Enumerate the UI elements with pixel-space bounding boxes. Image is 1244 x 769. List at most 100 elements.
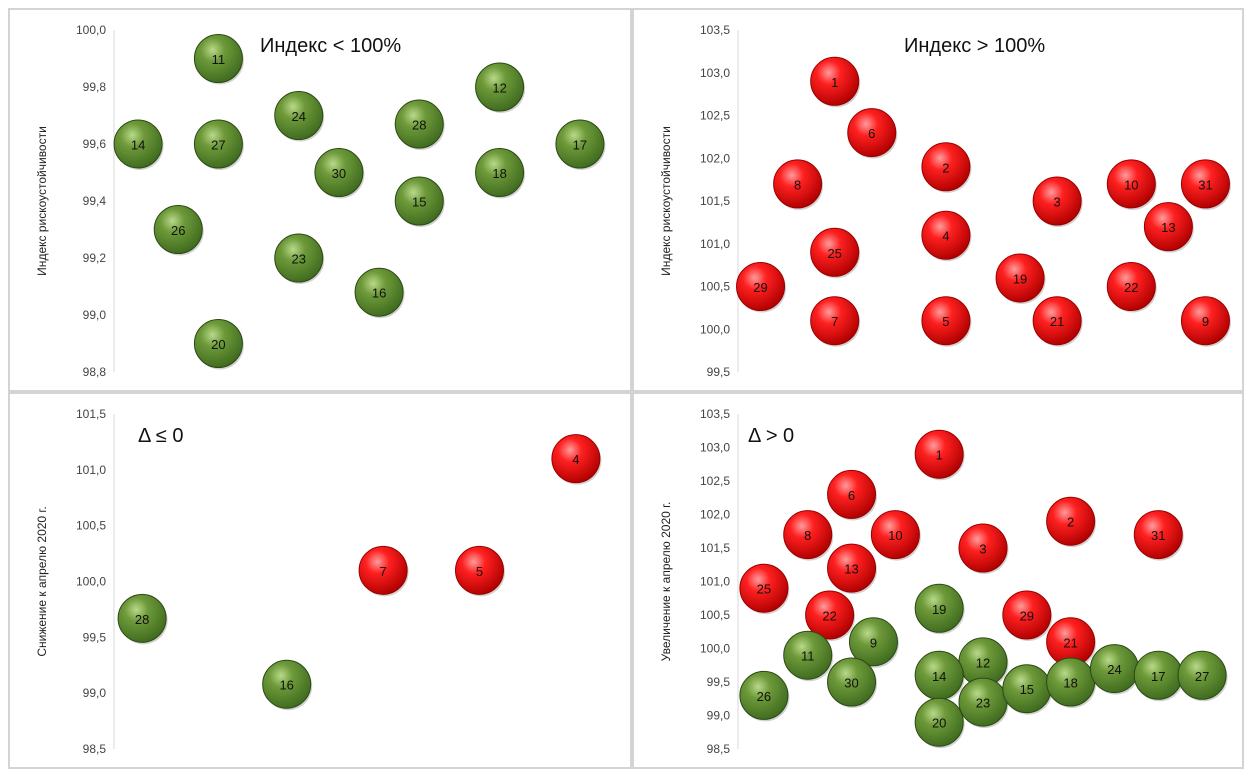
bubble-label: 21	[1063, 635, 1077, 650]
bubble-point-18: 18	[1046, 657, 1097, 708]
bubble-point-17: 17	[555, 119, 606, 170]
bubble-marker	[274, 91, 324, 140]
y-tick-label: 99,4	[83, 194, 107, 208]
bubble-marker	[870, 510, 920, 560]
bubble-point-6: 6	[847, 108, 898, 159]
bubble-marker	[827, 657, 877, 707]
bubble-label: 27	[1195, 669, 1209, 684]
bubble-point-1: 1	[914, 429, 965, 481]
bubble-marker	[810, 296, 860, 346]
y-tick-label: 101,0	[700, 237, 730, 251]
bubble-label: 26	[171, 223, 185, 238]
chart-panel-index-above-100: 103,5 103,0 102,5 102,0 101,5 101,0 100,5 100,0…	[632, 8, 1244, 392]
y-axis-title: Индекс рискоустойчивости	[659, 126, 673, 276]
y-tick-label: 103,5	[700, 407, 730, 421]
y-tick-label: 102,5	[700, 109, 730, 123]
bubble-label: 18	[1063, 676, 1077, 691]
bubble-point-15: 15	[1002, 664, 1053, 715]
bubble-marker	[314, 148, 364, 197]
bubble-marker	[1177, 650, 1227, 700]
bubble-point-7: 7	[358, 545, 409, 597]
bubble-label: 7	[831, 314, 838, 329]
bubble-label: 6	[848, 488, 855, 503]
y-tick-label: 102,0	[700, 508, 730, 522]
bubble-point-3: 3	[1032, 176, 1083, 227]
bubble-point-13: 13	[1143, 202, 1194, 253]
bubble-point-9: 9	[1180, 296, 1231, 347]
bubble-marker	[193, 319, 243, 368]
bubble-point-20: 20	[193, 319, 244, 370]
y-tick-label: 100,0	[76, 23, 106, 37]
bubble-label: 2	[1067, 515, 1074, 530]
bubble-label: 8	[804, 528, 811, 543]
bubble-marker	[783, 510, 833, 560]
y-tick-label: 102,0	[700, 151, 730, 165]
bubble-marker	[1046, 496, 1096, 546]
bubble-label: 24	[1107, 662, 1121, 677]
bubble-marker	[1106, 159, 1156, 209]
bubble-label: 9	[870, 635, 877, 650]
y-tick-label: 100,0	[700, 642, 730, 656]
bubble-point-7: 7	[810, 296, 861, 347]
bubble-marker	[783, 630, 833, 680]
bubble-label: 22	[822, 609, 836, 624]
bubble-point-4: 4	[551, 434, 602, 485]
y-tick-label: 101,5	[700, 194, 730, 208]
bubble-marker	[1002, 590, 1052, 640]
bubble-marker	[358, 545, 408, 595]
bubble-marker	[848, 617, 898, 667]
bubble-marker	[914, 583, 964, 633]
bubble-label: 9	[1202, 314, 1209, 329]
bubble-marker	[394, 176, 444, 226]
bubble-label: 6	[868, 126, 875, 141]
y-tick-label: 98,8	[83, 365, 107, 379]
y-tick-label: 98,5	[707, 742, 731, 756]
bubble-point-5: 5	[455, 545, 505, 597]
bubble-marker	[958, 523, 1008, 573]
y-tick-label: 100,5	[76, 519, 106, 533]
bubble-point-25: 25	[810, 227, 861, 279]
bubble-label: 29	[753, 280, 767, 295]
bubble-label: 2	[942, 160, 949, 175]
bubble-marker	[1133, 510, 1183, 560]
y-tick-label: 101,0	[700, 575, 730, 589]
bubble-label: 11	[801, 649, 815, 664]
bubble-point-11: 11	[783, 630, 834, 682]
chart-delta-nonpositive: 101,5 101,0 100,5 100,0 99,5 99,0 98,5 Снижение…	[35, 407, 602, 756]
bubble-label: 11	[212, 52, 226, 67]
y-axis-title: Снижение к апрелю 2020 г.	[35, 506, 49, 656]
y-tick-label: 99,5	[83, 630, 107, 644]
chart-panel-delta-nonpositive: 101,5 101,0 100,5 100,0 99,5 99,0 98,5 Снижение…	[8, 392, 632, 769]
bubble-marker	[153, 205, 203, 254]
y-tick-label: 99,0	[83, 308, 107, 322]
bubble-point-28: 28	[117, 593, 168, 645]
bubble-label: 10	[888, 528, 902, 543]
bubble-point-23: 23	[274, 233, 325, 284]
chart-index-above-100: 103,5 103,0 102,5 102,0 101,5 101,0 100,5 100,0…	[659, 23, 1231, 379]
bubble-marker	[193, 34, 243, 83]
bubble-label: 1	[936, 448, 943, 463]
bubble-point-23: 23	[958, 677, 1009, 729]
bubble-marker	[810, 56, 860, 106]
bubble-label: 23	[976, 696, 990, 711]
chart-title: Индекс < 100%	[260, 35, 401, 57]
bubble-point-21: 21	[1046, 617, 1097, 668]
bubble-point-8: 8	[773, 159, 824, 210]
bubble-point-22: 22	[805, 590, 856, 641]
bubble-label: 13	[1161, 220, 1175, 235]
bubble-point-14: 14	[914, 650, 965, 702]
bubble-point-9: 9	[848, 617, 899, 668]
bubble-point-22: 22	[1106, 262, 1157, 313]
bubble-marker	[921, 296, 971, 346]
bubble-marker	[475, 62, 525, 112]
bubble-label: 3	[979, 542, 986, 557]
bubble-label: 19	[932, 602, 946, 617]
bubble-label: 31	[1151, 528, 1165, 543]
chart-title: Δ > 0	[748, 425, 794, 447]
y-tick-label: 99,0	[707, 709, 731, 723]
bubble-label: 25	[827, 246, 841, 261]
y-axis-title: Индекс рискоустойчивости	[35, 126, 49, 276]
bubble-point-25: 25	[739, 563, 790, 615]
y-tick-label: 100,0	[700, 322, 730, 336]
bubble-marker	[995, 253, 1045, 303]
